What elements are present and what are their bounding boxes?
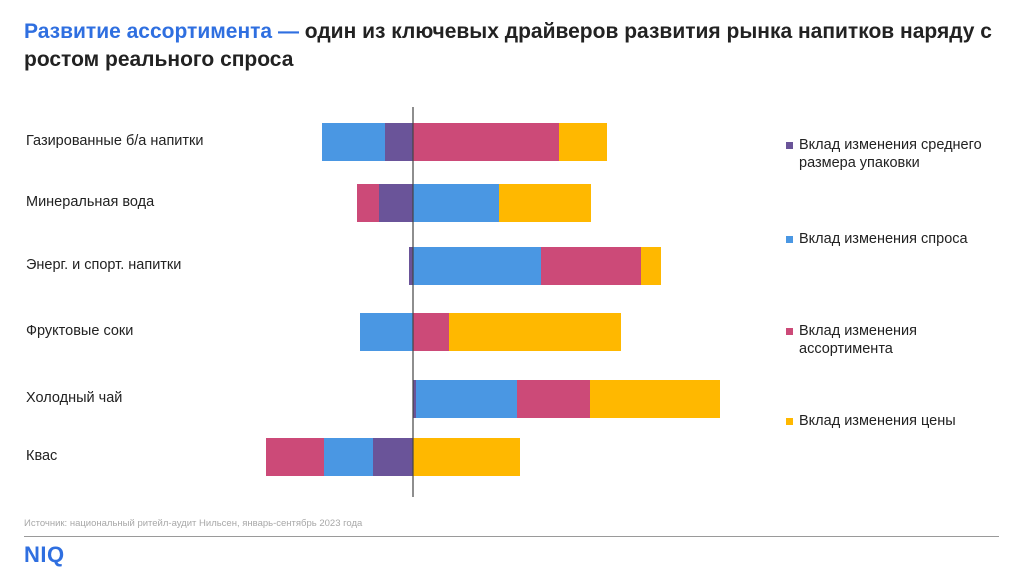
bar-segment-price <box>449 313 621 351</box>
bar-segment-price <box>641 247 661 285</box>
bar-segment-demand <box>324 438 373 476</box>
bar-segment-assortment <box>541 247 641 285</box>
title-rest: один из ключевых драйверов развития рынк… <box>24 20 992 71</box>
bar-segment-price <box>559 123 607 161</box>
bar-segment-assortment <box>413 313 449 351</box>
category-label: Энерг. и спорт. напитки <box>26 257 182 273</box>
bar-segment-demand <box>413 184 499 222</box>
legend-swatch <box>786 142 793 149</box>
legend-swatch <box>786 236 793 243</box>
bar-segment-assortment <box>357 184 379 222</box>
bar-segment-demand <box>413 247 541 285</box>
category-label: Газированные б/а напитки <box>26 133 204 149</box>
page-title: Развитие ассортимента — один из ключевых… <box>24 18 1004 74</box>
bar-segment-pack_size <box>379 184 413 222</box>
legend-swatch <box>786 418 793 425</box>
bar-segment-pack_size <box>413 380 416 418</box>
footer-divider <box>24 536 999 537</box>
category-label: Минеральная вода <box>26 194 155 210</box>
legend-label: Вклад изменения среднего размера упаковк… <box>799 137 982 171</box>
category-label: Холодный чай <box>26 390 123 406</box>
bar-segment-price <box>413 438 520 476</box>
legend-label: Вклад изменения спроса <box>799 231 968 247</box>
category-label: Квас <box>26 448 58 464</box>
bar-segment-assortment <box>413 123 559 161</box>
bar-segment-pack_size <box>385 123 413 161</box>
bar-segment-demand <box>322 123 385 161</box>
legend-swatch <box>786 328 793 335</box>
legend-label: Вклад изменения цены <box>799 413 956 429</box>
bar-segment-assortment <box>517 380 590 418</box>
bar-segment-price <box>590 380 720 418</box>
bar-segment-price <box>499 184 591 222</box>
source-note: Источник: национальный ритейл-аудит Ниль… <box>24 518 363 529</box>
bar-segment-pack_size <box>373 438 413 476</box>
bar-segment-demand <box>416 380 517 418</box>
title-accent: Развитие ассортимента — <box>24 20 299 43</box>
category-label: Фруктовые соки <box>26 323 134 339</box>
bar-segment-assortment <box>266 438 324 476</box>
legend-label: Вклад изменения ассортимента <box>799 323 918 357</box>
niq-logo: NIQ <box>24 542 65 567</box>
bar-segment-pack_size <box>409 247 413 285</box>
bar-segment-demand <box>360 313 413 351</box>
